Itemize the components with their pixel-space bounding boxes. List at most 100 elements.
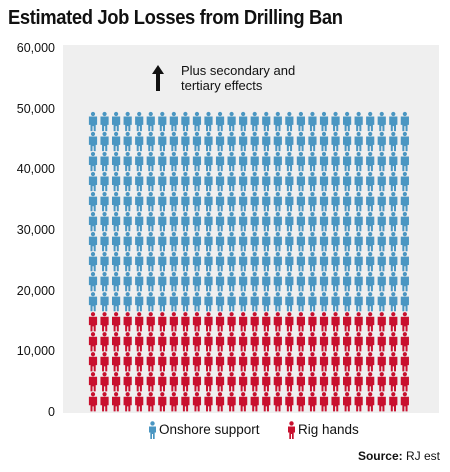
person-icon — [331, 191, 340, 212]
person-icon — [331, 232, 340, 252]
person-icon — [250, 312, 259, 332]
person-icon — [308, 232, 317, 252]
person-icon — [262, 312, 271, 332]
person-icon — [112, 171, 121, 192]
person-icon — [215, 312, 225, 332]
person-icon — [296, 191, 305, 212]
person-icon — [319, 131, 329, 152]
person-icon — [262, 372, 271, 392]
person-icon — [273, 392, 282, 412]
person-icon — [181, 191, 190, 212]
person-icon — [319, 372, 329, 392]
person-icon — [285, 171, 294, 192]
person-icon — [343, 191, 352, 212]
person-icon — [262, 212, 271, 232]
person-icon — [308, 292, 317, 312]
person-icon — [112, 252, 121, 272]
person-icon — [296, 151, 305, 172]
person-icon — [169, 272, 178, 292]
person-icon — [273, 171, 282, 192]
person-icon — [400, 111, 409, 132]
person-icon — [288, 421, 295, 439]
person-icon — [377, 111, 386, 132]
person-icon — [400, 272, 409, 292]
person-icon — [227, 352, 236, 372]
person-icon — [123, 212, 132, 232]
person-icon — [273, 352, 282, 372]
person-icon — [250, 292, 259, 312]
source-label: Source: — [357, 449, 403, 463]
person-icon — [285, 272, 294, 292]
person-icon — [331, 252, 340, 272]
person-icon — [192, 392, 202, 412]
person-icon — [400, 372, 409, 392]
person-icon — [331, 312, 340, 332]
person-icon — [227, 292, 236, 312]
person-icon — [262, 292, 271, 312]
person-icon — [227, 272, 236, 292]
person-icon — [149, 421, 156, 439]
person-icon — [285, 292, 294, 312]
person-icon — [204, 212, 213, 232]
person-icon — [146, 131, 155, 152]
person-icon — [146, 332, 155, 352]
person-icon — [331, 212, 340, 232]
person-icon — [146, 312, 155, 332]
person-icon — [273, 332, 282, 352]
person-icon — [135, 352, 144, 372]
person-icon — [146, 191, 155, 212]
person-icon — [215, 252, 225, 272]
person-icon — [377, 292, 386, 312]
person-icon — [354, 191, 363, 212]
person-icon — [239, 272, 248, 292]
person-icon — [250, 332, 259, 352]
person-icon — [354, 131, 363, 152]
person-icon — [100, 232, 109, 252]
person-icon — [296, 312, 305, 332]
person-icon — [250, 372, 259, 392]
person-icon — [146, 372, 155, 392]
person-icon — [239, 131, 248, 152]
person-icon — [331, 352, 340, 372]
person-icon — [181, 252, 190, 272]
person-icon — [204, 252, 213, 272]
legend-label-rig-hands: Rig hands — [298, 422, 359, 437]
person-icon — [227, 191, 236, 212]
person-icon — [169, 232, 178, 252]
person-icon — [112, 332, 121, 352]
person-icon — [366, 151, 375, 172]
person-icon — [285, 131, 294, 152]
person-icon — [227, 171, 236, 192]
person-icon — [112, 232, 121, 252]
person-icon — [169, 332, 178, 352]
person-icon — [239, 151, 248, 172]
person-icon — [88, 151, 98, 172]
person-icon — [146, 352, 155, 372]
person-icon — [400, 151, 409, 172]
person-icon — [343, 392, 352, 412]
person-icon — [100, 352, 109, 372]
person-icon — [88, 332, 98, 352]
person-icon — [331, 392, 340, 412]
person-icon — [181, 352, 190, 372]
person-icon — [273, 252, 282, 272]
person-icon — [354, 332, 363, 352]
person-icon — [88, 252, 98, 272]
person-icon — [123, 332, 132, 352]
person-icon — [331, 372, 340, 392]
person-icon — [192, 292, 202, 312]
person-icon — [215, 332, 225, 352]
person-icon — [308, 252, 317, 272]
person-icon — [296, 232, 305, 252]
person-icon — [400, 332, 409, 352]
person-icon — [100, 191, 109, 212]
person-icon — [354, 111, 363, 132]
series-rig-hands — [88, 312, 409, 412]
person-icon — [331, 272, 340, 292]
person-icon — [366, 232, 375, 252]
person-icon — [366, 372, 375, 392]
person-icon — [88, 372, 98, 392]
person-icon — [204, 292, 213, 312]
person-icon — [239, 312, 248, 332]
